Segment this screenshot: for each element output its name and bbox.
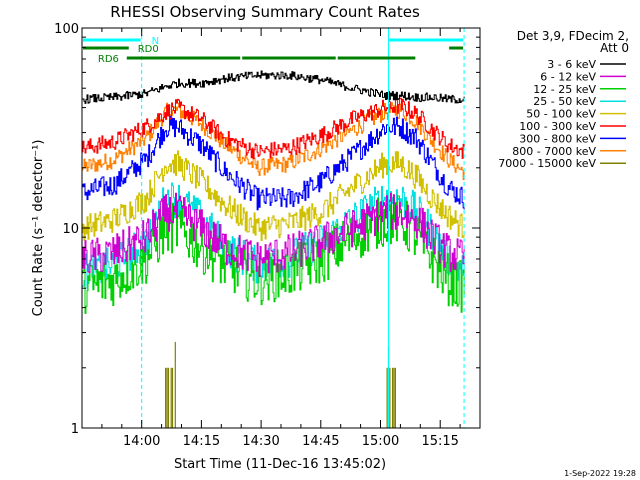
x-tick-label: 14:30 — [242, 434, 279, 449]
legend-label: 3 - 6 keV — [547, 58, 596, 71]
y-tick-label: 10 — [62, 222, 79, 237]
series-3-6-kev — [82, 70, 465, 104]
chart-title: RHESSI Observing Summary Count Rates — [110, 3, 420, 21]
info-line-2: Att 0 — [600, 41, 629, 55]
flag-rd6: RD6 — [98, 54, 416, 65]
flag-rd0: RD0 — [83, 44, 464, 55]
series-12-25-kev — [82, 194, 465, 314]
y-tick-label: 1 — [71, 422, 79, 437]
info-line-1: Det 3,9, FDecim 2, — [517, 29, 629, 43]
series-layer — [82, 70, 465, 428]
flag-n: N — [83, 36, 464, 47]
y-axis-label: Count Rate (s⁻¹ detector⁻¹) — [31, 140, 46, 317]
axis-layer: 14:00 14:15 14:30 14:45 15:00 15:15 1 10 100 — [54, 22, 480, 449]
series-800-7000-kev — [82, 102, 465, 181]
series-trace — [82, 97, 465, 160]
flag-label: RD0 — [138, 44, 159, 55]
series-trace — [82, 194, 465, 314]
series-trace — [82, 150, 465, 241]
legend-label: 50 - 100 keV — [526, 108, 596, 121]
series-100-300-kev — [82, 97, 465, 160]
series-50-100-kev — [82, 150, 465, 241]
series-trace — [82, 70, 465, 104]
x-axis-label: Start Time (11-Dec-16 13:45:02) — [174, 457, 386, 472]
series-6-12-kev — [82, 192, 465, 277]
footer-timestamp: 1-Sep-2022 19:28 — [564, 469, 636, 478]
flag-label: N — [152, 36, 159, 47]
x-tick-label: 14:00 — [123, 434, 160, 449]
legend-label: 7000 - 15000 keV — [498, 157, 596, 170]
series-300-800-kev — [82, 115, 465, 211]
flag-label: RD6 — [98, 54, 119, 65]
legend-label: 25 - 50 keV — [533, 95, 596, 108]
x-tick-label: 15:00 — [362, 434, 399, 449]
series-trace — [82, 102, 465, 181]
legend-label: 800 - 7000 keV — [512, 145, 596, 158]
x-tick-label: 14:45 — [302, 434, 339, 449]
series-trace — [82, 192, 465, 277]
x-tick-label: 14:15 — [183, 434, 220, 449]
legend-label: 6 - 12 keV — [540, 70, 596, 83]
x-tick-label: 15:15 — [421, 434, 458, 449]
legend-label: 300 - 800 keV — [519, 132, 596, 145]
legend-label: 100 - 300 keV — [519, 120, 596, 133]
y-tick-label: 100 — [54, 22, 79, 37]
legend-label: 12 - 25 keV — [533, 83, 596, 96]
series-trace — [82, 115, 465, 211]
